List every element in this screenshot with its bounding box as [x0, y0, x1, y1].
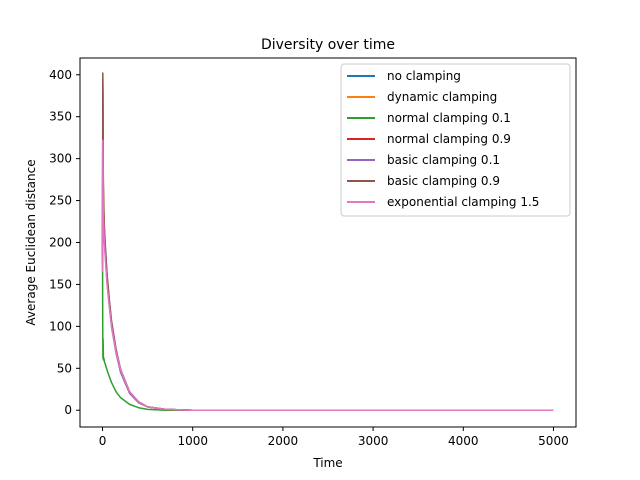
- legend-label: basic clamping 0.9: [387, 174, 500, 188]
- legend-label: basic clamping 0.1: [387, 153, 500, 167]
- x-tick-label: 5000: [538, 434, 569, 448]
- y-axis-label: Average Euclidean distance: [24, 159, 38, 325]
- y-tick-label: 250: [49, 194, 72, 208]
- y-tick-label: 50: [57, 361, 72, 375]
- y-tick-label: 100: [49, 319, 72, 333]
- legend-label: no clamping: [387, 69, 461, 83]
- legend-label: normal clamping 0.9: [387, 132, 511, 146]
- legend-label: dynamic clamping: [387, 90, 497, 104]
- x-tick-label: 1000: [177, 434, 208, 448]
- series-group: [101, 72, 554, 411]
- legend: no clamping dynamic clamping normal clampi…: [340, 63, 571, 217]
- x-tick-label: 3000: [358, 434, 389, 448]
- legend-label: exponential clamping 1.5: [387, 195, 539, 209]
- y-tick-label: 0: [64, 403, 72, 417]
- legend-label: normal clamping 0.1: [387, 111, 511, 125]
- y-tick-label: 350: [49, 110, 72, 124]
- x-axis: 0 1000 2000 3000 4000 5000: [99, 427, 569, 448]
- x-axis-label: Time: [312, 456, 342, 470]
- y-tick-label: 150: [49, 277, 72, 291]
- chart-title: Diversity over time: [261, 37, 395, 53]
- x-tick-label: 2000: [268, 434, 299, 448]
- x-tick-label: 0: [99, 434, 107, 448]
- x-tick-label: 4000: [448, 434, 479, 448]
- y-tick-label: 300: [49, 152, 72, 166]
- y-axis: 0 50 100 150 200 250 300 350 400: [49, 68, 80, 417]
- series-line-exponential-clamping-1-5: [101, 139, 554, 411]
- legend-items: no clamping dynamic clamping normal clampi…: [347, 69, 539, 209]
- y-tick-label: 200: [49, 236, 72, 250]
- y-tick-label: 400: [49, 68, 72, 82]
- legend-frame: [340, 63, 571, 217]
